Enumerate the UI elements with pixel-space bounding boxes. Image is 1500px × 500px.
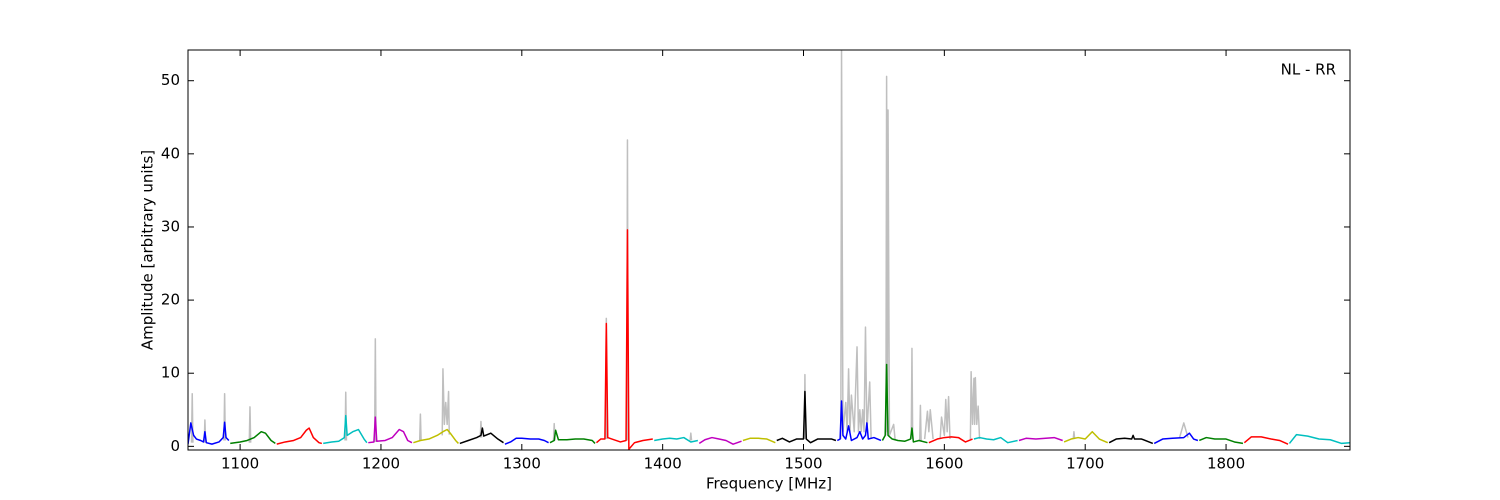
series-line [595, 229, 653, 450]
x-tick-label: 1700 [1066, 455, 1104, 473]
series-line [368, 416, 413, 444]
x-tick-label: 1300 [503, 455, 541, 473]
series-line [1153, 432, 1199, 445]
y-tick-label: 40 [161, 144, 180, 162]
series-line [776, 390, 837, 444]
x-tick-label: 1400 [644, 455, 682, 473]
series-line [928, 436, 973, 444]
plot-frame [187, 49, 1351, 451]
x-axis-label: Frequency [MHz] [706, 475, 832, 493]
series-line [698, 436, 742, 445]
y-axis-label: Amplitude [arbitrary units] [139, 150, 157, 350]
x-tick-label: 1100 [221, 455, 259, 473]
y-tick-label: 30 [161, 217, 180, 235]
series-line [881, 363, 928, 444]
series-line [1243, 436, 1289, 445]
series-line [742, 437, 776, 444]
x-tick-label: 1200 [362, 455, 400, 473]
series-line [1288, 433, 1350, 445]
series-line [276, 427, 322, 445]
series-line [413, 428, 459, 444]
annotation: NL - RR [1281, 61, 1336, 79]
series-line [230, 430, 276, 445]
plot-lines [188, 50, 1350, 450]
series-line [549, 429, 596, 444]
y-tick-label: 10 [161, 364, 180, 382]
y-tick-label: 20 [161, 291, 180, 309]
series-line [1063, 430, 1109, 444]
series-line [1199, 436, 1244, 445]
y-tick-label: 50 [161, 71, 180, 89]
series-line [504, 437, 549, 445]
series-line [190, 50, 1189, 443]
x-tick-label: 1500 [784, 455, 822, 473]
x-tick-label: 1600 [925, 455, 963, 473]
x-tick-label: 1800 [1207, 455, 1245, 473]
series-line [973, 436, 1018, 444]
series-line [1018, 436, 1063, 442]
series-line [459, 427, 504, 445]
series-line [188, 421, 230, 445]
series-line [654, 436, 699, 443]
series-line [836, 400, 882, 442]
series-line [1108, 434, 1154, 445]
series-line [323, 414, 368, 445]
y-tick-label: 0 [170, 437, 180, 455]
